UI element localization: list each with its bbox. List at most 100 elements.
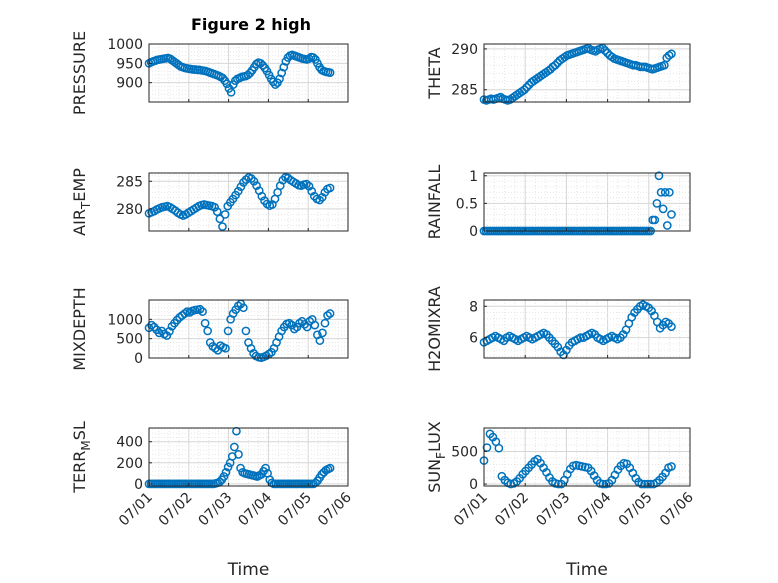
data-point — [234, 450, 243, 459]
data-point — [165, 326, 174, 336]
data-point — [308, 53, 318, 62]
data-point — [656, 187, 666, 197]
subplot-3: 280 285 AIRTEMP — [70, 168, 349, 236]
y-axis-label: THETA — [425, 47, 444, 99]
subplot-5: 0 500 1000 MIXDEPTH — [70, 287, 349, 371]
data-point — [241, 326, 251, 336]
data-point — [667, 462, 676, 471]
data-point — [221, 467, 231, 477]
data-point — [172, 315, 182, 325]
data-point — [600, 46, 610, 55]
data-point — [212, 207, 222, 217]
x-axis-label: Time — [565, 560, 608, 580]
data-point — [658, 204, 668, 214]
data-point — [223, 326, 233, 336]
y-axis-label: SUNFLUX — [425, 421, 448, 493]
data-point — [522, 82, 532, 92]
data-point — [236, 182, 246, 192]
data-point — [223, 462, 233, 472]
data-point — [598, 479, 608, 489]
data-point — [233, 186, 243, 196]
x-tick-label: 07/02 — [156, 490, 196, 530]
y-tick-label: 0 — [134, 477, 143, 493]
data-point — [261, 463, 270, 473]
x-tick-label: 07/06 — [315, 489, 355, 529]
data-point — [667, 49, 676, 59]
y-tick-label: 285 — [451, 83, 478, 99]
data-point — [519, 85, 529, 95]
x-tick-label: 07/05 — [275, 490, 315, 530]
data-point — [662, 221, 672, 230]
y-axis-label: AIRTEMP — [70, 168, 93, 236]
data-point — [640, 479, 650, 489]
data-point — [215, 477, 225, 487]
plot-area — [484, 300, 690, 358]
y-tick-label: 0 — [469, 224, 478, 240]
y-tick-label: 400 — [116, 435, 143, 451]
data-point — [554, 479, 563, 489]
data-point — [494, 443, 504, 453]
data-point — [650, 215, 660, 225]
data-point — [221, 343, 230, 353]
y-tick-label: 500 — [116, 332, 143, 348]
data-point — [637, 479, 647, 489]
y-axis-label: H2OMIXRA — [425, 286, 444, 372]
data-point — [215, 214, 225, 224]
data-point — [318, 328, 327, 338]
subplot-1: 900 950 1000 PRESSURE — [70, 31, 349, 115]
data-point — [162, 331, 172, 340]
subplot-4: 0 0.5 1 RAINFALL — [425, 165, 691, 240]
data-point — [304, 181, 314, 191]
y-tick-label: 0.5 — [456, 196, 478, 212]
data-point — [325, 68, 335, 77]
axes-frame — [148, 43, 349, 103]
data-point — [325, 309, 335, 318]
y-tick-label: 8 — [469, 299, 478, 315]
x-tick-label: 07/04 — [235, 489, 275, 529]
data-point — [246, 343, 256, 353]
y-tick-label: 280 — [116, 202, 143, 218]
y-tick-label: 1000 — [107, 312, 143, 328]
axes-frame — [483, 43, 691, 103]
data-point — [667, 210, 676, 219]
data-point — [660, 187, 670, 197]
data-point — [236, 463, 245, 473]
axes-frame — [148, 427, 349, 487]
x-tick-label: 07/01 — [116, 490, 156, 530]
y-tick-label: 900 — [116, 76, 143, 92]
x-tick-label: 07/02 — [492, 490, 532, 530]
data-point — [665, 187, 674, 197]
axes-frame — [148, 172, 349, 232]
y-tick-label: 500 — [451, 444, 478, 460]
y-tick-label: 0 — [469, 477, 478, 493]
data-point — [249, 176, 259, 186]
data-point — [643, 479, 653, 489]
subplot-7: 0 200 400 TERRMSL 07/01 07/02 07/03 07/04 07/05 0… — [70, 421, 355, 580]
x-tick-label: 07/04 — [575, 489, 615, 529]
y-tick-label: 200 — [116, 456, 143, 472]
data-point — [667, 322, 676, 331]
y-tick-label: 1000 — [107, 37, 143, 53]
data-point — [195, 304, 205, 314]
y-axis-label: RAINFALL — [425, 165, 444, 240]
axes-frame — [483, 299, 691, 359]
data-point — [220, 210, 230, 219]
data-point — [320, 318, 330, 328]
x-tick-label: 07/03 — [533, 490, 573, 530]
y-tick-label: 1 — [469, 169, 478, 185]
data-point — [200, 318, 210, 328]
data-point — [304, 54, 314, 64]
data-point — [239, 303, 248, 313]
subplot-2: 285 290 THETA — [425, 42, 691, 105]
x-tick-label: 07/03 — [196, 490, 236, 530]
y-tick-label: 290 — [451, 42, 478, 58]
axes-frame — [483, 427, 691, 487]
data-point — [252, 181, 261, 191]
data-point — [325, 463, 335, 473]
data-point — [652, 199, 662, 208]
data-point — [218, 222, 227, 231]
data-point — [646, 479, 655, 489]
